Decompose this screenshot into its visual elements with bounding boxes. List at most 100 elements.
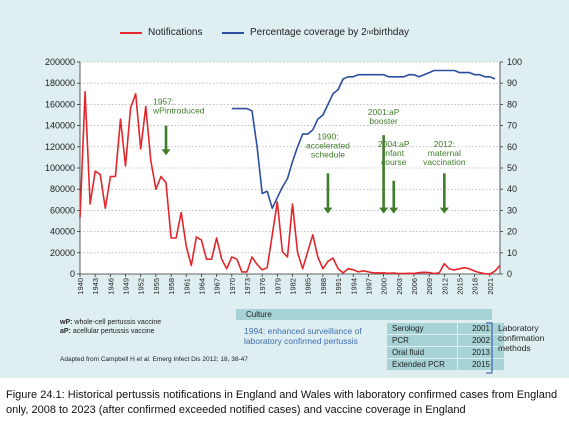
x-tick-label: 2003	[395, 278, 404, 295]
source-italic: et al.	[136, 356, 151, 363]
legend-label-coverage-prefix: Percentage coverage by 2	[250, 27, 367, 38]
y-left-tick-label: 100000	[45, 163, 75, 173]
lab-method-name: Extended PCR	[386, 358, 458, 371]
x-tick-label: 1961	[182, 278, 191, 295]
y-right-tick-label: 20	[507, 227, 517, 237]
y-right-tick-label: 100	[507, 57, 522, 67]
y-right-tick-label: 30	[507, 205, 517, 215]
annotation-label: booster	[369, 116, 398, 126]
legend-label-coverage-suffix: birthday	[373, 27, 410, 38]
surveillance-note: 1994: enhanced surveillance of laborator…	[244, 326, 362, 346]
annotation-label: 2001:aP	[368, 107, 400, 117]
y-left-tick-label: 20000	[50, 248, 75, 258]
vaccine-note-ap-text: acellular pertussis vaccine	[70, 328, 155, 335]
y-left-tick-label: 180000	[45, 78, 75, 88]
lab-methods-table: Serology 2001 PCR 2002 Oral fluid 2013 Exte…	[386, 322, 505, 371]
annotation-label: infant	[383, 148, 404, 158]
figure-panel: 0 20000 40000 60000 80000 100000 120000 140000 1…	[0, 0, 569, 378]
y-left-tick-label: 80000	[50, 184, 75, 194]
annotation-label: 2012:	[434, 139, 455, 149]
x-tick-label: 1997	[364, 278, 373, 295]
series-line-coverage	[231, 69, 496, 210]
annotation-arrow-head	[379, 207, 389, 214]
annotation-label: wPintroduced	[152, 105, 205, 115]
x-tick-label: 2006	[410, 278, 419, 295]
legend-notifications: Notifications	[120, 27, 202, 38]
lab-method-row: Extended PCR 2015	[386, 358, 505, 371]
culture-bar: Culture	[236, 309, 492, 320]
y-right-tick-label: 0	[507, 269, 512, 279]
chart: 0200004000060000800001000001200001400001…	[45, 57, 522, 295]
x-tick-label: 1973	[243, 278, 252, 295]
lab-method-row: PCR 2002	[386, 334, 505, 347]
vaccine-note-wp-abbr: wP:	[60, 319, 73, 326]
y-right-tick-label: 40	[507, 184, 517, 194]
annotation-arrow-head	[389, 207, 399, 214]
x-tick-label: 1976	[258, 278, 267, 295]
annotation-label: 1957:	[153, 96, 174, 106]
vaccine-note-wp: wP: whole-cell pertussis vaccine	[60, 319, 161, 326]
x-tick-label: 1964	[197, 278, 206, 295]
annotation-label: course	[381, 157, 407, 167]
source-suffix: Emerg Infect Dis 2012; 18, 38-47	[150, 356, 248, 363]
y-left-tick-label: 160000	[45, 99, 75, 109]
y-left-tick-label: 200000	[45, 57, 75, 67]
x-tick-label: 1994	[349, 278, 358, 295]
annotation-label: schedule	[311, 149, 345, 159]
source-prefix: Adapted from Campbell H	[60, 356, 137, 363]
x-tick-label: 1943	[91, 278, 100, 295]
source-note: Adapted from Campbell H et al. Emerg Inf…	[60, 356, 248, 363]
y-right-tick-label: 70	[507, 121, 517, 131]
x-tick-label: 1940	[76, 278, 85, 295]
x-tick-label: 1952	[137, 278, 146, 295]
x-tick-label: 2018	[471, 278, 480, 295]
x-tick-label: 1988	[319, 278, 328, 295]
lab-method-name: Oral fluid	[386, 346, 458, 359]
y-right-tick-label: 90	[507, 78, 517, 88]
annotation-label: 1990:	[317, 131, 338, 141]
legend-swatch-red	[120, 31, 142, 34]
y-left-tick-label: 120000	[45, 142, 75, 152]
lab-method-row: Serology 2001	[386, 322, 505, 335]
y-right-tick-label: 50	[507, 163, 517, 173]
vaccine-note-ap-abbr: aP:	[60, 328, 71, 335]
y-left-tick-label: 0	[70, 269, 75, 279]
x-tick-label: 1979	[273, 278, 282, 295]
x-tick-label: 1982	[289, 278, 298, 295]
legend-label-coverage-sup: nd	[366, 29, 374, 36]
annotation-label: 2004:aP	[378, 139, 410, 149]
lab-method-year: 2015	[457, 358, 505, 371]
y-left-tick-label: 60000	[50, 205, 75, 215]
y-left-tick-label: 40000	[50, 227, 75, 237]
annotation-label: vaccination	[423, 157, 466, 167]
lab-method-name: PCR	[386, 334, 458, 347]
lab-methods-label-line: confirmation	[498, 333, 545, 343]
legend-label-notifications: Notifications	[148, 27, 203, 38]
x-tick-label: 2012	[440, 278, 449, 295]
lab-methods-label: Laboratory confirmation methods	[498, 323, 544, 353]
annotation-arrow-head	[439, 207, 449, 214]
x-tick-label: 2021	[486, 278, 495, 295]
x-tick-label: 2015	[456, 278, 465, 295]
annotation-arrow-head	[161, 149, 171, 156]
lab-methods-label-line: methods	[498, 343, 531, 353]
series-line-notifications	[79, 90, 501, 275]
x-tick-label: 1967	[213, 278, 222, 295]
annotation-arrow-head	[323, 207, 333, 214]
x-tick-label: 2009	[425, 278, 434, 295]
x-tick-label: 1985	[304, 278, 313, 295]
lab-methods-label-line: Laboratory	[498, 323, 539, 333]
x-tick-label: 1955	[152, 278, 161, 295]
lab-methods-bracket	[486, 322, 493, 374]
annotation-label: maternal	[428, 148, 461, 158]
annotation-label: accelerated	[306, 140, 350, 150]
x-tick-label: 1970	[228, 278, 237, 295]
figure-caption: Figure 24.1: Historical pertussis notifi…	[6, 389, 558, 416]
vaccine-note-ap: aP: acellular pertussis vaccine	[60, 328, 155, 335]
y-right-tick-label: 80	[507, 99, 517, 109]
vaccine-note-wp-text: whole-cell pertussis vaccine	[72, 319, 162, 326]
x-tick-label: 2000	[380, 278, 389, 295]
x-tick-label: 1991	[334, 278, 343, 295]
y-left-tick-label: 140000	[45, 121, 75, 131]
